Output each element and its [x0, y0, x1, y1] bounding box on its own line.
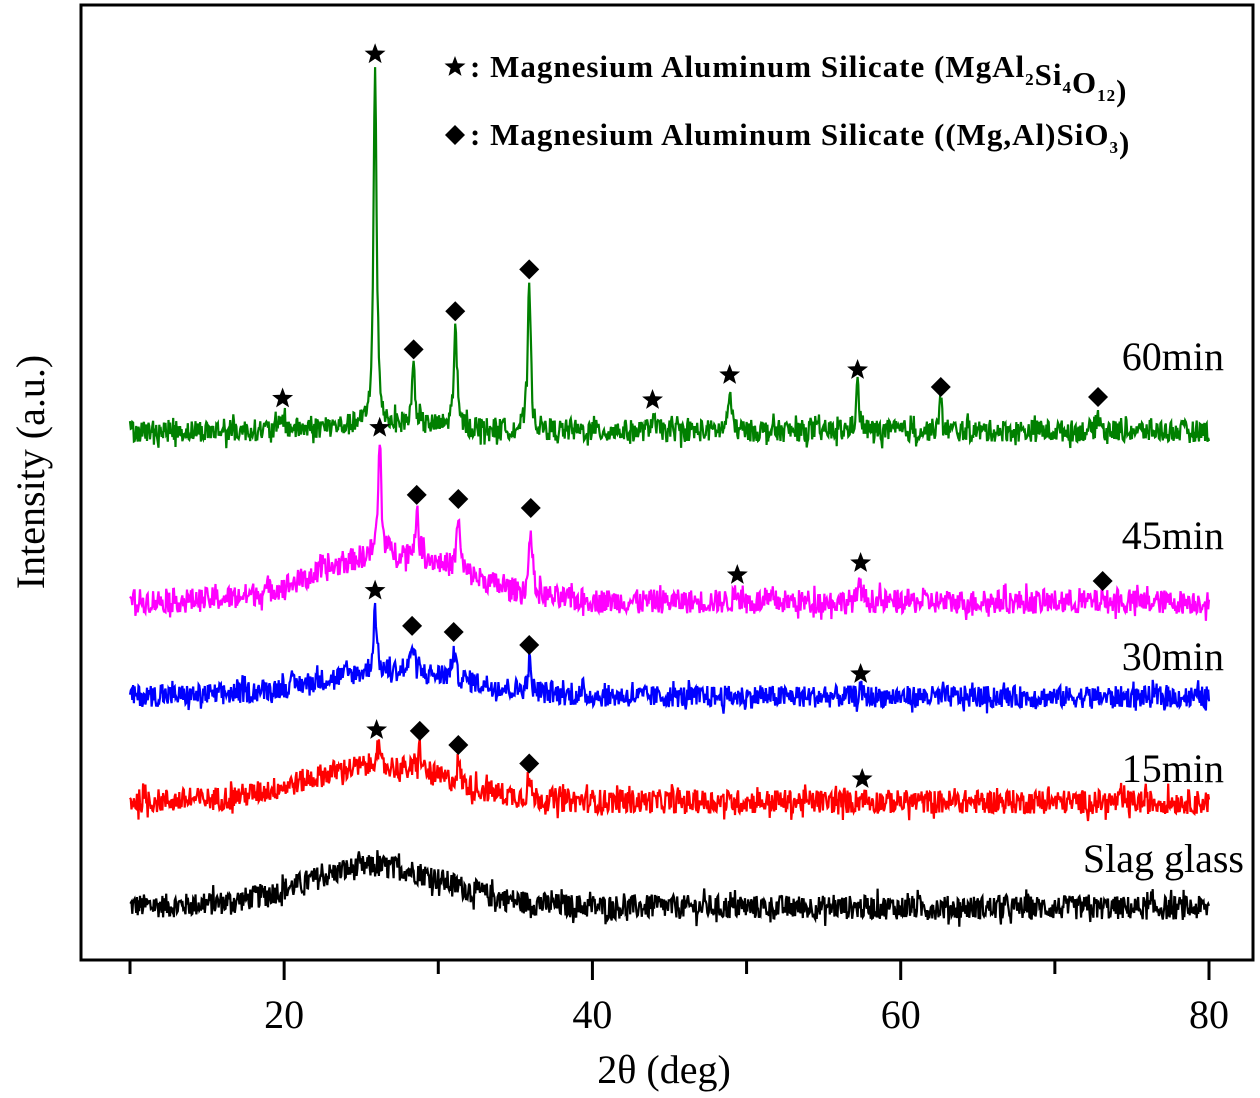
star-peak-marker-icon	[726, 564, 748, 584]
diamond-peak-marker-icon	[406, 484, 427, 505]
star-peak-marker-icon	[719, 364, 741, 384]
star-peak-marker-icon	[850, 552, 872, 572]
star-peak-marker-icon	[364, 579, 386, 600]
star-peak-marker-icon	[272, 387, 294, 408]
series-line-30min	[128, 602, 1211, 714]
legend-diamond-icon	[445, 125, 465, 145]
series-layer	[128, 67, 1211, 927]
series-line-slag-glass	[129, 850, 1211, 927]
series-line-60min	[128, 67, 1211, 449]
star-peak-marker-icon	[850, 663, 872, 683]
diamond-peak-marker-icon	[930, 377, 951, 397]
series-label: Slag glass	[1083, 836, 1244, 881]
star-peak-marker-icon	[364, 43, 386, 64]
diamond-peak-marker-icon	[1088, 387, 1109, 407]
series-label: 30min	[1122, 634, 1224, 679]
x-tick-label: 60	[881, 992, 921, 1037]
star-peak-marker-icon	[369, 416, 391, 437]
star-peak-marker-icon	[851, 768, 873, 788]
diamond-peak-marker-icon	[520, 497, 541, 518]
star-peak-marker-icon	[642, 389, 663, 409]
diamond-peak-marker-icon	[1092, 571, 1113, 591]
diamond-peak-marker-icon	[409, 720, 430, 741]
series-label: 15min	[1122, 746, 1224, 791]
diamond-peak-marker-icon	[519, 753, 540, 774]
legend-star-icon	[444, 56, 466, 76]
x-tick-label: 80	[1189, 992, 1229, 1037]
diamond-peak-marker-icon	[448, 489, 469, 510]
diamond-peak-marker-icon	[403, 339, 424, 360]
series-label: 45min	[1122, 513, 1224, 558]
series-line-15min	[129, 738, 1211, 822]
diamond-peak-marker-icon	[519, 635, 540, 656]
star-peak-marker-icon	[366, 719, 388, 739]
x-tick-label: 20	[264, 992, 304, 1037]
series-label: 60min	[1122, 334, 1224, 379]
diamond-peak-marker-icon	[402, 615, 423, 636]
diamond-peak-marker-icon	[443, 621, 464, 642]
diamond-peak-marker-icon	[519, 259, 540, 280]
diamond-peak-marker-icon	[445, 301, 466, 322]
y-axis-label: Intensity (a.u.)	[8, 355, 53, 589]
series-label-layer: Slag glass 15min 30min 45min 60min	[1083, 334, 1244, 881]
diamond-peak-marker-icon	[448, 734, 469, 755]
x-axis-ticks: 20 40 60 80	[128, 961, 1229, 1037]
peak-marker-layer	[272, 43, 1113, 788]
x-axis-label: 2θ (deg)	[597, 1047, 731, 1092]
x-tick-label: 40	[572, 992, 612, 1037]
legend-entry-label: : Magnesium Aluminum Silicate (MgAl2Si4O…	[470, 49, 1127, 108]
series-line-45min	[129, 444, 1211, 621]
legend: : Magnesium Aluminum Silicate (MgAl2Si4O…	[444, 49, 1130, 160]
star-peak-marker-icon	[847, 359, 868, 379]
legend-entry-label: : Magnesium Aluminum Silicate ((Mg,Al)Si…	[470, 117, 1130, 160]
